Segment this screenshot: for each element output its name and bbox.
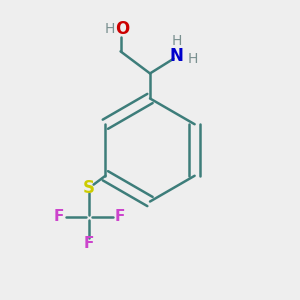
Text: H: H <box>171 34 182 48</box>
Text: S: S <box>83 178 95 196</box>
Text: F: F <box>54 209 64 224</box>
Text: N: N <box>169 47 183 65</box>
Text: H: H <box>188 52 198 66</box>
Text: O: O <box>115 20 129 38</box>
Text: F: F <box>114 209 125 224</box>
Text: F: F <box>84 236 94 251</box>
Text: H: H <box>104 22 115 36</box>
